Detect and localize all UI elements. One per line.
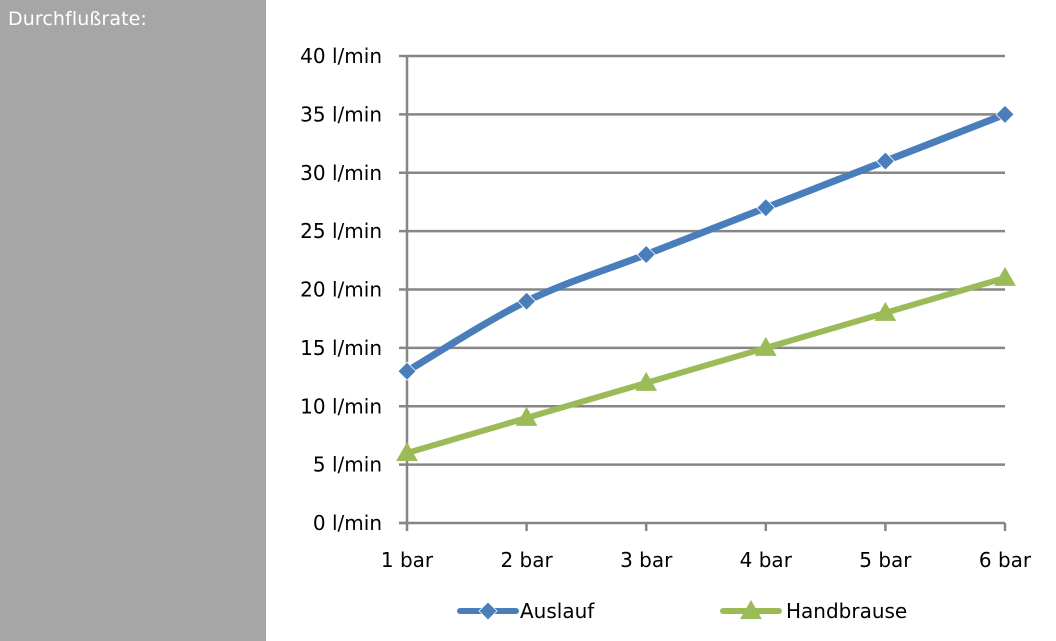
y-tick-label: 20 l/min [300,278,382,302]
legend-label: Handbrause [786,599,907,623]
data-point-marker [636,244,656,265]
data-point-marker [756,198,776,218]
legend-label: Auslauf [520,599,595,623]
data-point-marker [875,151,895,171]
series-layer [396,104,1016,461]
side-panel: Durchflußrate: [0,0,266,641]
series-auslauf [397,104,1015,381]
legend-swatch-marker [478,601,498,621]
x-tick-label: 5 bar [859,548,912,572]
data-point-marker [517,291,537,311]
x-tick-label: 1 bar [381,548,434,572]
series-line [403,110,1009,375]
y-tick-label: 10 l/min [300,394,382,418]
y-tick-label: 5 l/min [313,453,382,477]
y-tick-label: 25 l/min [300,219,382,243]
x-tick-label: 2 bar [500,548,553,572]
y-tick-label: 15 l/min [300,336,382,360]
x-tick-label: 4 bar [740,548,793,572]
data-point-marker [397,361,417,381]
y-tick-label: 40 l/min [300,44,382,68]
x-tick-label: 3 bar [620,548,673,572]
data-point-marker [994,266,1016,286]
grid-layer [407,54,1005,466]
y-tick-label: 30 l/min [300,161,382,185]
legend: Auslauf Handbrause [457,599,907,623]
data-point-marker [754,336,777,356]
series-handbrause [396,266,1016,461]
data-point-marker [396,441,418,461]
y-tick-label: 0 l/min [313,511,382,535]
data-point-marker [635,371,658,391]
data-point-marker [995,104,1015,124]
legend-item-handbrause: Handbrause [720,599,907,623]
flow-rate-label: Durchflußrate: [8,8,147,30]
data-point-marker [874,301,897,321]
x-tick-label: 6 bar [979,548,1032,572]
axis-layer: 0 l/min 5 l/min 10 l/min 15 l/min 20 l/min 25… [300,44,1032,572]
legend-swatch-marker [740,599,762,619]
legend-item-auslauf: Auslauf [457,599,595,623]
y-tick-label: 35 l/min [300,102,382,126]
series-line [404,274,1008,456]
data-point-marker [515,406,538,426]
